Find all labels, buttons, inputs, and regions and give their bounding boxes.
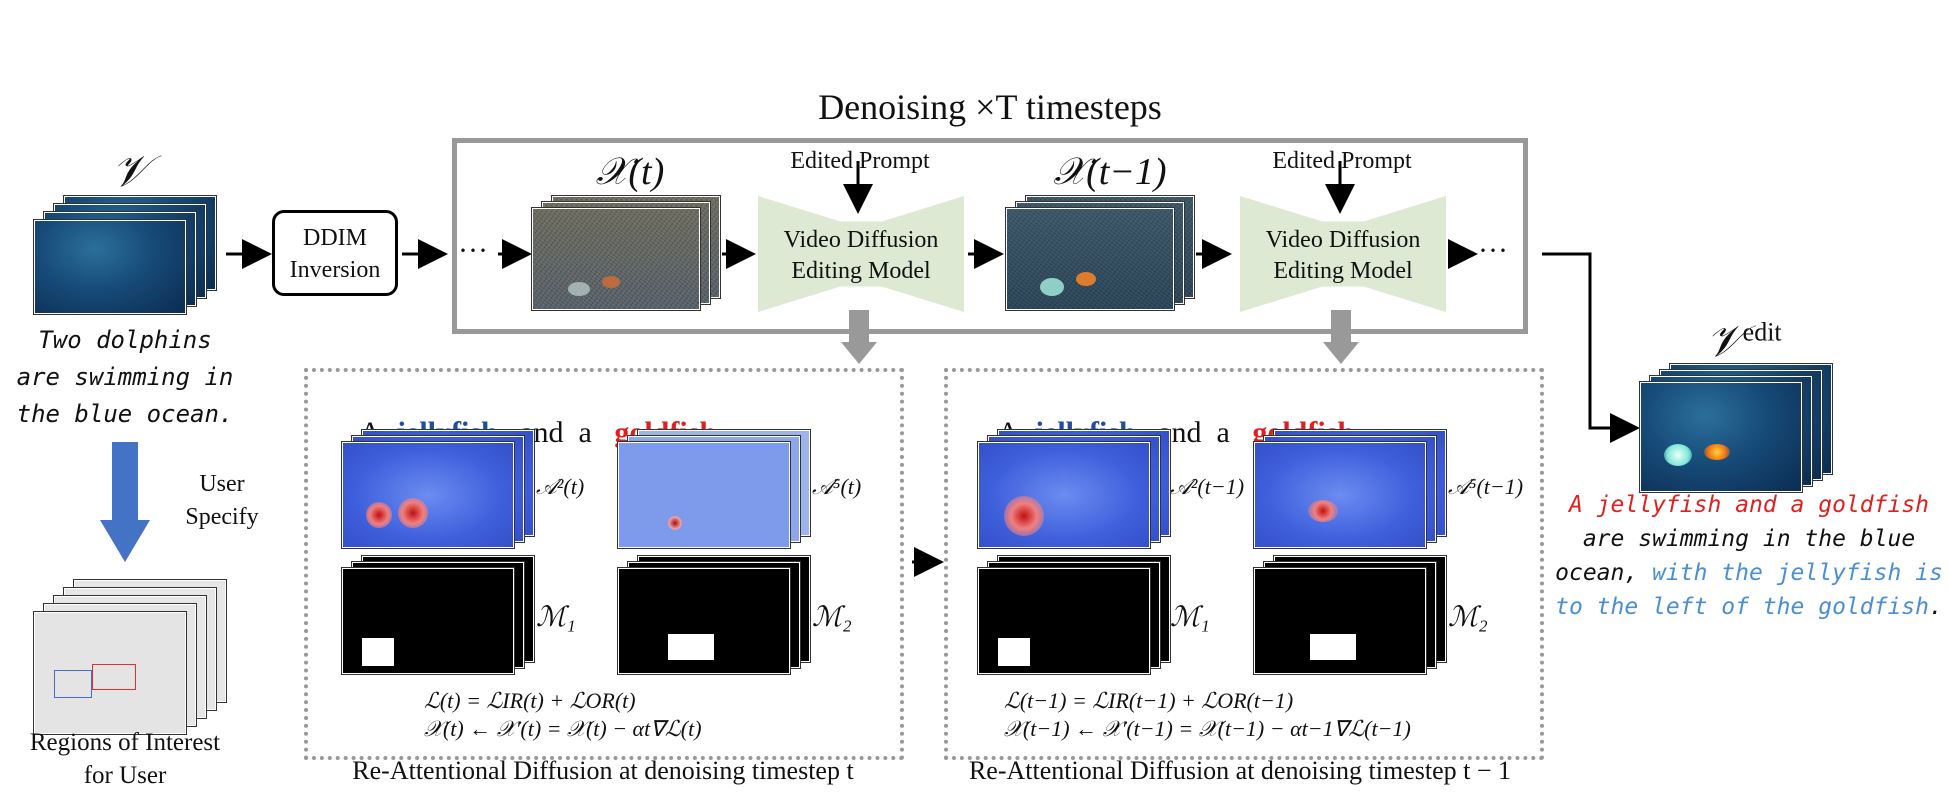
mask-label-m1-t: ℳ₁ — [536, 602, 576, 633]
attn-label-a5-t1: 𝒜⁵(t−1) — [1448, 474, 1524, 499]
diagram-title: Denoising ×T timesteps — [818, 87, 1162, 127]
model-label-1: Video Diffusion Editing Model — [783, 227, 939, 284]
output-caption: A jellyfish and a goldfish are swimming … — [1555, 492, 1943, 620]
update-equation-t: 𝒳(t) ← 𝒳′(t) = 𝒳(t) − αt∇ℒ(t) — [424, 716, 702, 741]
loss-equation-t: ℒ(t) = ℒIR(t) + ℒOR(t) — [424, 688, 636, 713]
attn-label-a2-t: 𝒜²(t) — [536, 474, 585, 499]
edited-prompt-label-2: Edited Prompt — [1272, 148, 1412, 174]
mask-label-m2-t1: ℳ₂ — [1448, 602, 1488, 633]
re-attention-panel-t1 — [944, 368, 1544, 760]
input-video-frames — [34, 196, 224, 316]
input-caption: Two dolphins are swimming in the blue oc… — [16, 326, 234, 428]
input-video-symbol: 𝒱 — [111, 147, 149, 196]
loss-equation-t1: ℒ(t−1) = ℒIR(t−1) + ℒOR(t−1) — [1004, 688, 1294, 713]
latent-xt-label: 𝒳(t) — [595, 151, 665, 193]
gray-arrow-2-head — [1323, 342, 1359, 364]
roi-frames — [34, 580, 234, 740]
attn-label-a5-t: 𝒜⁵(t) — [812, 474, 862, 499]
edited-prompt-label-1: Edited Prompt — [790, 148, 930, 174]
leading-ellipsis: ··· — [458, 234, 488, 267]
mask-m2-t — [618, 556, 818, 676]
mask-label-m1-t1: ℳ₁ — [1170, 602, 1210, 633]
user-specify-arrow — [112, 442, 138, 524]
attention-map-a5-t1 — [1254, 430, 1454, 550]
user-specify-arrowhead — [100, 520, 150, 562]
output-video-frames — [1640, 364, 1840, 494]
mask-label-m2-t: ℳ₂ — [812, 602, 852, 633]
panel-caption-t: Re-Attentional Diffusion at denoising ti… — [352, 756, 854, 785]
gray-arrow-1 — [849, 310, 869, 344]
re-attention-panel-t — [304, 368, 904, 760]
trailing-ellipsis: ··· — [1478, 234, 1508, 267]
roi-box-blue — [54, 670, 92, 698]
mask-m1-t — [342, 556, 542, 676]
roi-box-red — [92, 664, 136, 690]
attn-label-a2-t1: 𝒜²(t−1) — [1170, 474, 1245, 499]
model-label-2: Video Diffusion Editing Model — [1265, 227, 1421, 284]
user-specify-label: User Specify — [185, 471, 259, 530]
attention-map-a5-t — [618, 430, 818, 550]
latent-xt1-label: 𝒳(t−1) — [1053, 151, 1167, 193]
attention-map-a2-t — [342, 430, 542, 550]
output-video-symbol: 𝒱edit — [1706, 317, 1782, 366]
attention-map-a2-t1 — [978, 430, 1178, 550]
latent-xt1-frames — [1006, 196, 1196, 316]
roi-caption: Regions of Interest for User — [29, 729, 221, 789]
latent-xt-frames — [532, 196, 722, 316]
ddim-inversion-box: DDIM Inversion — [272, 210, 398, 296]
gray-arrow-2 — [1331, 310, 1351, 344]
mask-m1-t1 — [978, 556, 1178, 676]
mask-m2-t1 — [1254, 556, 1454, 676]
gray-arrow-1-head — [841, 342, 877, 364]
update-equation-t1: 𝒳(t−1) ← 𝒳′(t−1) = 𝒳(t−1) − αt−1∇ℒ(t−1) — [1004, 716, 1411, 741]
panel-caption-t1: Re-Attentional Diffusion at denoising ti… — [968, 756, 1512, 785]
denoising-loop-frame — [452, 138, 1528, 334]
